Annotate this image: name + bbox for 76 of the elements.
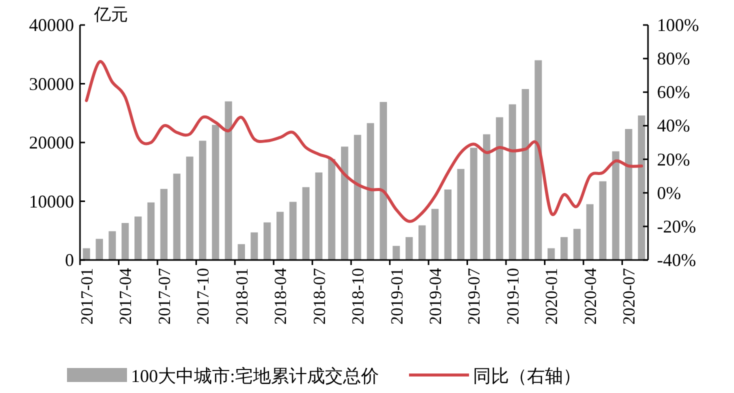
bar — [302, 187, 310, 260]
bar — [289, 202, 297, 260]
bar — [573, 228, 581, 260]
x-tick-label: 2017-10 — [194, 268, 213, 325]
y2-tick-label: 100% — [657, 15, 699, 35]
bar — [560, 237, 568, 260]
y-tick-label: 10000 — [29, 191, 74, 212]
bar — [354, 134, 362, 260]
bar — [108, 231, 116, 260]
bar — [522, 89, 529, 260]
y-tick-label: 30000 — [29, 74, 74, 94]
x-tick-label: 2018-10 — [348, 268, 368, 325]
x-tick-label: 2019-04 — [426, 268, 445, 325]
bar — [134, 216, 142, 260]
bar — [341, 146, 348, 260]
y2-tick-label: 40% — [657, 116, 690, 136]
bar — [418, 225, 426, 260]
y2-tick-label: 20% — [657, 149, 690, 170]
bar — [483, 134, 490, 260]
bar — [444, 190, 452, 260]
bar — [508, 104, 516, 260]
bar — [470, 148, 478, 260]
x-tick-label: 2018-07 — [310, 268, 329, 325]
y2-tick-label: 80% — [657, 48, 690, 69]
bar — [392, 246, 400, 260]
bar — [612, 151, 620, 260]
x-tick-label: 2020-01 — [542, 268, 562, 325]
bar — [147, 202, 155, 260]
x-tick-label: 2019-10 — [503, 268, 522, 325]
bar — [625, 128, 632, 260]
bar — [638, 115, 646, 260]
bar — [328, 158, 336, 260]
y-tick-label: 40000 — [29, 15, 74, 35]
y2-tick-label: 60% — [657, 82, 690, 102]
bar — [534, 60, 542, 260]
legend-label: 同比（右轴） — [473, 366, 582, 386]
y-tick-label: 20000 — [29, 132, 74, 152]
bar — [496, 117, 504, 260]
bar — [82, 248, 90, 260]
x-tick-label: 2020-04 — [580, 268, 600, 325]
y-tick-label: 0 — [65, 250, 74, 270]
bar — [276, 212, 284, 260]
legend-label: 100大中城市:宅地累计成交总价 — [131, 366, 380, 386]
x-tick-label: 2019-07 — [464, 268, 484, 325]
y2-tick-label: -40% — [657, 250, 696, 270]
bar — [224, 101, 232, 260]
x-tick-label: 2017-01 — [77, 268, 96, 325]
line-series — [84, 60, 644, 223]
bar — [186, 156, 194, 260]
y2-tick-label: 0% — [657, 182, 681, 203]
bar — [599, 181, 606, 260]
bar — [586, 204, 594, 260]
bar — [548, 248, 555, 260]
y-axis-title: 亿元 — [93, 5, 128, 24]
bar — [431, 208, 439, 260]
bar — [212, 124, 220, 260]
bar — [173, 174, 180, 260]
bar — [160, 188, 168, 260]
x-tick-label: 2018-04 — [271, 268, 290, 325]
bar — [199, 140, 206, 260]
bar — [250, 232, 258, 260]
x-tick-label: 2020-07 — [620, 268, 639, 325]
bar — [122, 222, 129, 260]
x-tick-label: 2018-01 — [232, 268, 252, 325]
bar — [457, 168, 464, 260]
bar — [366, 123, 374, 260]
bar — [264, 222, 271, 260]
x-tick-label: 2019-01 — [387, 268, 406, 325]
x-tick-label: 2017-07 — [154, 268, 174, 325]
bar — [406, 237, 413, 260]
bar — [238, 244, 245, 260]
x-tick-label: 2017-04 — [116, 268, 136, 325]
bar — [380, 102, 387, 260]
bar — [96, 238, 103, 260]
y2-tick-label: -20% — [657, 216, 696, 236]
bar — [315, 172, 322, 260]
